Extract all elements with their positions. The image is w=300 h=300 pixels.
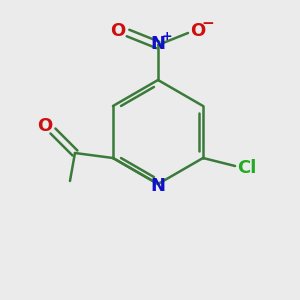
Text: −: − (202, 16, 214, 32)
Text: +: + (162, 29, 172, 43)
Text: Cl: Cl (237, 159, 257, 177)
Text: N: N (151, 35, 166, 53)
Text: O: O (190, 22, 206, 40)
Text: N: N (151, 177, 166, 195)
Text: O: O (37, 117, 52, 135)
Text: O: O (110, 22, 126, 40)
